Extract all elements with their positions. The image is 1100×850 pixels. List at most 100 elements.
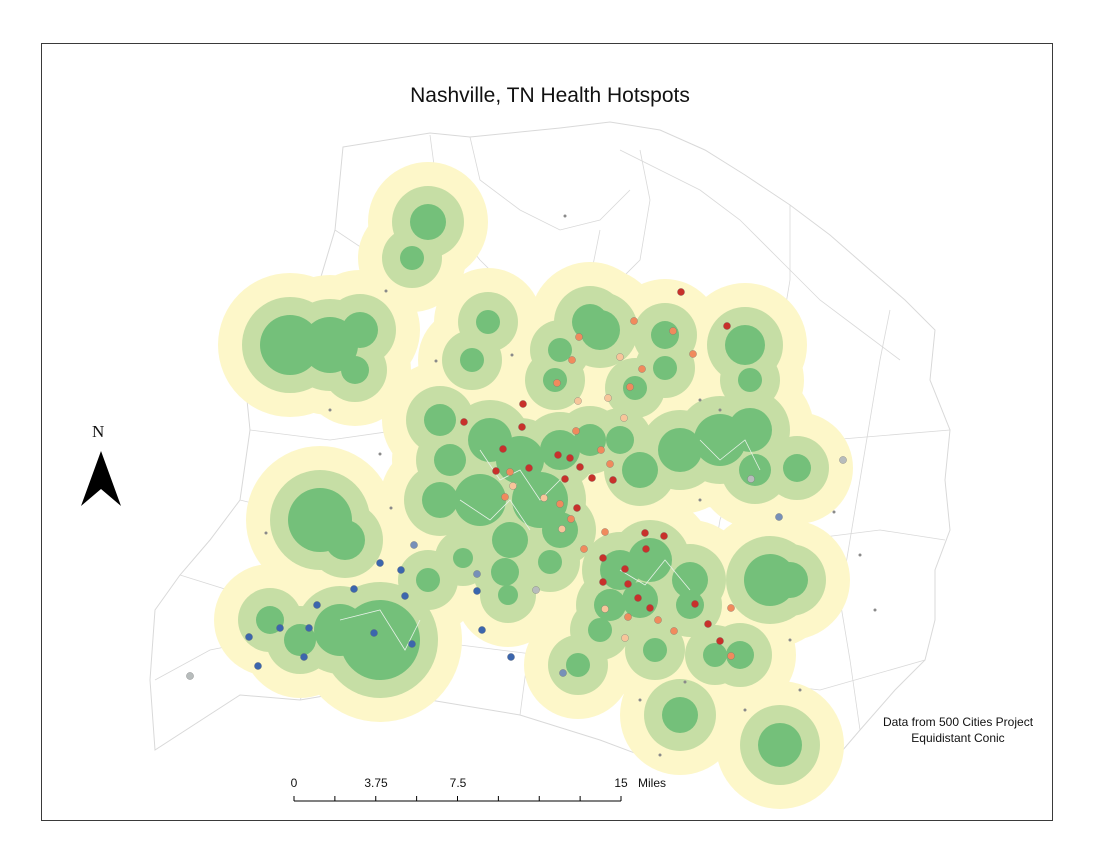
hotspot-core-circle	[580, 310, 620, 350]
health-point	[473, 587, 481, 595]
health-point	[245, 633, 253, 641]
health-point	[624, 580, 632, 588]
health-point	[567, 515, 575, 523]
health-point	[350, 585, 358, 593]
hotspot-core-circle	[588, 618, 612, 642]
health-point	[839, 456, 847, 464]
hotspot-core-circle	[628, 538, 672, 582]
hotspot-core-circle	[643, 638, 667, 662]
health-point	[276, 624, 284, 632]
scale-label-0: 0	[290, 776, 298, 790]
health-point	[478, 626, 486, 634]
health-point-locations	[186, 214, 877, 757]
health-point	[606, 460, 614, 468]
tract-line	[469, 136, 631, 231]
hotspot-boundary-line	[699, 439, 761, 471]
health-point	[568, 356, 576, 364]
hotspot-core-circle	[400, 246, 424, 270]
health-point	[689, 350, 697, 358]
hotspot-core-circle	[460, 348, 484, 372]
health-point	[727, 604, 735, 612]
hotspot-cores	[256, 204, 811, 767]
health-point	[572, 427, 580, 435]
health-point	[747, 475, 755, 483]
health-point	[540, 494, 548, 502]
health-point	[716, 637, 724, 645]
tract-centroid-dot	[858, 553, 862, 557]
hotspot-core-circle	[606, 426, 634, 454]
tract-centroid-dot	[658, 753, 662, 757]
hotspot-core-circle	[410, 204, 446, 240]
health-point	[376, 559, 384, 567]
hotspot-core-circle	[260, 315, 320, 375]
scale-label-3-75: 3.75	[364, 776, 388, 790]
health-point	[638, 365, 646, 373]
health-point	[620, 414, 628, 422]
hotspot-boundary-line	[339, 609, 421, 651]
hotspot-core-circle	[325, 520, 365, 560]
health-point	[501, 493, 509, 501]
health-point	[573, 504, 581, 512]
hotspot-core-circle	[703, 643, 727, 667]
tract-centroid-dot	[384, 289, 388, 293]
health-point	[518, 423, 526, 431]
health-point	[556, 500, 564, 508]
health-point	[616, 353, 624, 361]
health-point	[599, 578, 607, 586]
health-point	[300, 653, 308, 661]
health-point	[499, 445, 507, 453]
hotspot-core-circle	[540, 430, 580, 470]
health-point	[677, 288, 685, 296]
health-point	[621, 565, 629, 573]
hotspot-core-circle	[341, 356, 369, 384]
data-source-text: Data from 500 Cities Project	[882, 715, 1034, 729]
health-point	[553, 379, 561, 387]
hotspot-core-circle	[672, 562, 708, 598]
hotspot-core-circle	[416, 568, 440, 592]
health-point	[576, 463, 584, 471]
tract-centroid-dot	[873, 608, 877, 612]
health-point	[669, 327, 677, 335]
tract-centroid-dot	[683, 680, 687, 684]
health-point	[554, 451, 562, 459]
tract-centroid-dot	[718, 408, 722, 412]
health-point	[597, 446, 605, 454]
hotspot-boundary-line	[459, 499, 531, 531]
health-point	[630, 317, 638, 325]
tract-centroid-dot	[698, 398, 702, 402]
hotspot-core-circle	[422, 482, 458, 518]
hotspot-core-circle	[728, 408, 772, 452]
hotspot-core-circle	[739, 454, 771, 486]
health-point	[626, 383, 634, 391]
tract-centroid-dot	[798, 688, 802, 692]
health-point	[566, 454, 574, 462]
tract-centroid-dot	[510, 353, 514, 357]
health-point	[509, 482, 517, 490]
hotspot-core-circle	[434, 444, 466, 476]
health-point	[601, 528, 609, 536]
hotspot-core-circle	[758, 723, 802, 767]
tract-centroid-dot	[788, 638, 792, 642]
tract-centroid-dot	[743, 708, 747, 712]
health-point	[723, 322, 731, 330]
health-point	[624, 613, 632, 621]
tract-centroid-dot	[434, 359, 438, 363]
hotspot-core-circle	[453, 548, 473, 568]
hotspot-core-circle	[725, 325, 765, 365]
hotspot-core-circle	[658, 428, 702, 472]
hotspot-core-circle	[491, 558, 519, 586]
health-point	[575, 333, 583, 341]
tract-centroid-dot	[563, 214, 567, 218]
hotspot-core-circle	[424, 404, 456, 436]
hotspot-core-circle	[476, 310, 500, 334]
map-credits: Data from 500 Cities Project Equidistant…	[858, 714, 1058, 746]
tract-centroid-dot	[328, 408, 332, 412]
health-point	[601, 605, 609, 613]
health-point	[410, 541, 418, 549]
health-point	[646, 604, 654, 612]
hotspot-core-circle	[676, 591, 704, 619]
health-point	[254, 662, 262, 670]
health-point	[370, 629, 378, 637]
hotspot-internal-boundaries	[339, 439, 761, 651]
